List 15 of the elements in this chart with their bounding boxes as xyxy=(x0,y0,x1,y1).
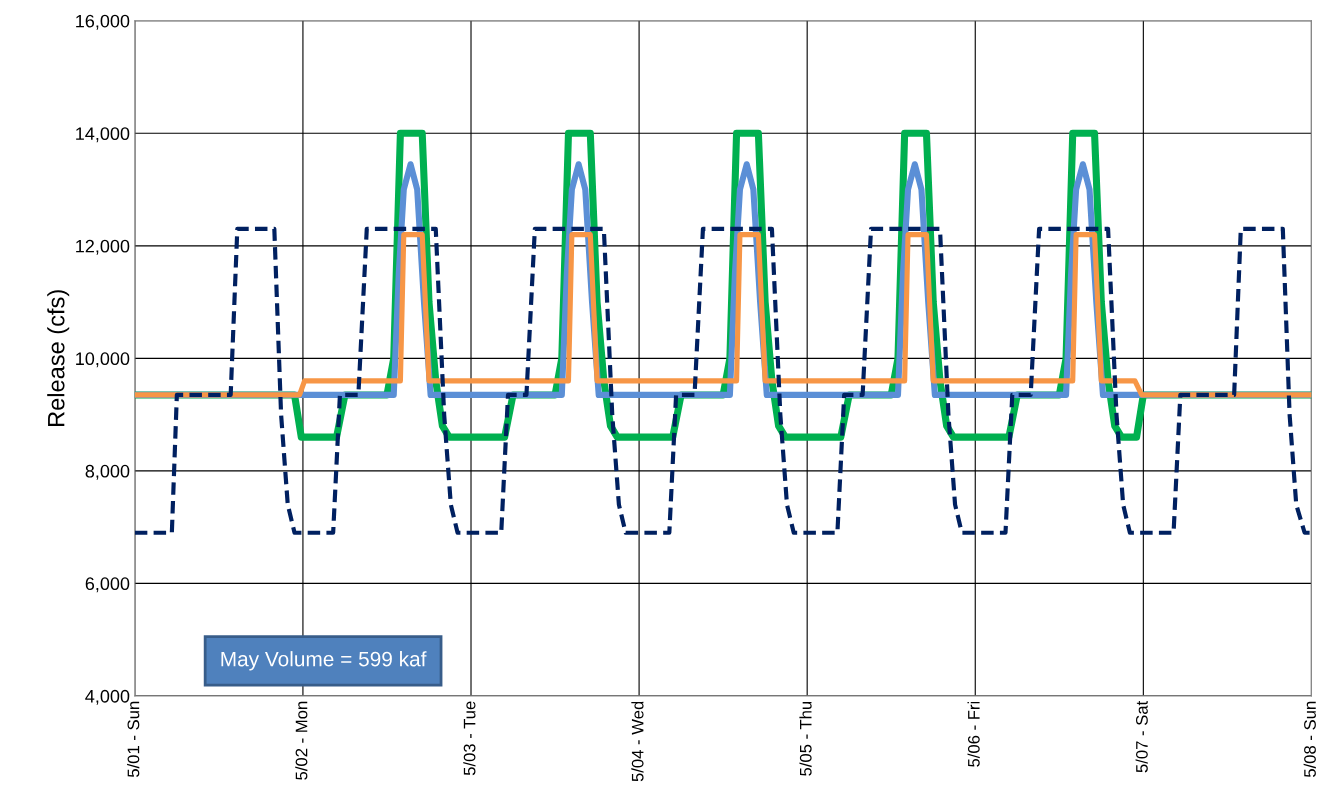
x-tick-label: 5/04 - Wed xyxy=(631,701,644,782)
y-tick-label: 10,000 xyxy=(76,352,130,368)
x-tick-label: 5/02 - Mon xyxy=(295,701,308,780)
x-tick-label: 5/08 - Sun xyxy=(1303,701,1316,778)
y-axis-title: Release (cfs) xyxy=(47,290,70,426)
x-tick-label: 5/05 - Thu xyxy=(799,701,812,776)
y-tick-label: 8,000 xyxy=(85,464,130,480)
y-tick-label: 14,000 xyxy=(76,127,130,143)
x-tick-label: 5/06 - Fri xyxy=(967,701,980,767)
y-tick-label: 12,000 xyxy=(76,239,130,255)
x-tick-label: 5/07 - Sat xyxy=(1135,700,1148,773)
annotation: May Volume = 599 kaf xyxy=(221,651,427,671)
y-tick-label: 6,000 xyxy=(85,577,130,593)
x-tick-label: 5/03 - Tue xyxy=(463,701,476,776)
y-tick-label: 16,000 xyxy=(76,14,130,30)
